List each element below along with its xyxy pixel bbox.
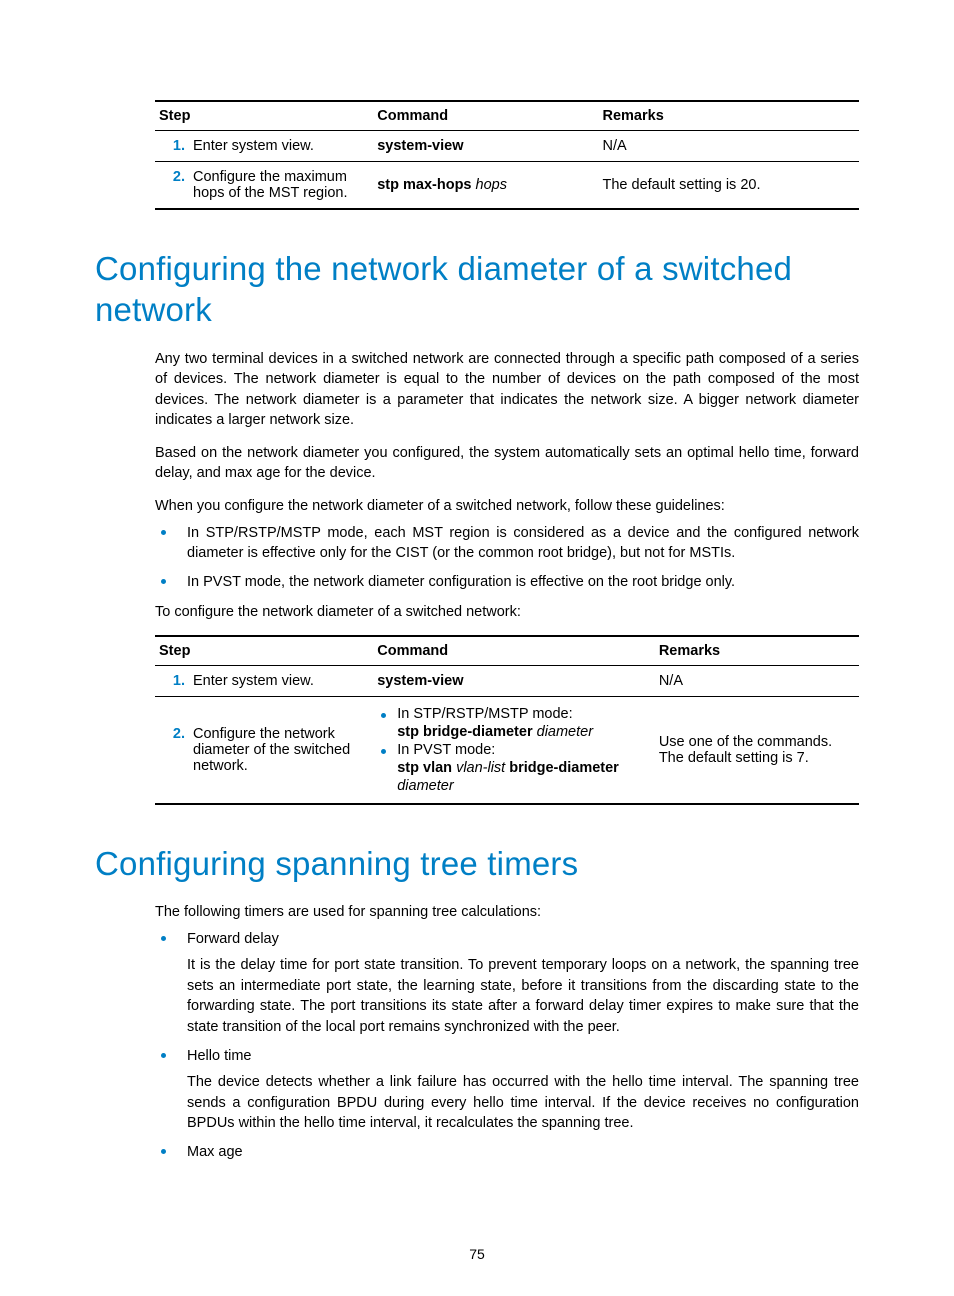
- th-remarks: Remarks: [655, 636, 859, 666]
- table-row: 1. Enter system view. system-view N/A: [155, 131, 859, 162]
- step-number: 2.: [159, 169, 193, 185]
- paragraph: To configure the network diameter of a s…: [155, 602, 859, 623]
- list-item: In STP/RSTP/MSTP mode, each MST region i…: [155, 523, 859, 564]
- paragraph: Based on the network diameter you config…: [155, 443, 859, 484]
- command-cell: In STP/RSTP/MSTP mode: stp bridge-diamet…: [373, 696, 655, 804]
- th-remarks: Remarks: [599, 101, 860, 131]
- list-item: In STP/RSTP/MSTP mode: stp bridge-diamet…: [377, 706, 651, 740]
- page-number: 75: [0, 1246, 954, 1262]
- list-item: Hello time The device detects whether a …: [155, 1046, 859, 1134]
- step-number: 2.: [159, 726, 193, 742]
- step-text: Configure the network diameter of the sw…: [193, 726, 369, 774]
- table-row: 2. Configure the network diameter of the…: [155, 696, 859, 804]
- list-item: In PVST mode, the network diameter confi…: [155, 572, 859, 593]
- th-command: Command: [373, 101, 598, 131]
- command-cell: stp max-hops hops: [373, 162, 598, 210]
- content: Step Command Remarks 1. Enter system vie…: [95, 100, 859, 1162]
- section1-body: Any two terminal devices in a switched n…: [155, 349, 859, 623]
- command-cell: system-view: [373, 665, 655, 696]
- table-row: 1. Enter system view. system-view N/A: [155, 665, 859, 696]
- timer-list: Forward delay It is the delay time for p…: [155, 929, 859, 1163]
- step-text: Configure the maximum hops of the MST re…: [193, 169, 369, 201]
- paragraph: Any two terminal devices in a switched n…: [155, 349, 859, 431]
- step-number: 1.: [159, 138, 193, 154]
- list-item: In PVST mode: stp vlan vlan-list bridge-…: [377, 742, 651, 794]
- remarks-cell: The default setting is 20.: [599, 162, 860, 210]
- guideline-list: In STP/RSTP/MSTP mode, each MST region i…: [155, 523, 859, 593]
- th-command: Command: [373, 636, 655, 666]
- th-step: Step: [155, 101, 373, 131]
- step-text: Enter system view.: [193, 138, 369, 154]
- table-network-diameter: Step Command Remarks 1. Enter system vie…: [155, 635, 859, 805]
- list-item: Forward delay It is the delay time for p…: [155, 929, 859, 1038]
- remarks-cell: Use one of the commands. The default set…: [655, 696, 859, 804]
- list-item: Max age: [155, 1142, 859, 1163]
- heading-spanning-tree-timers: Configuring spanning tree timers: [95, 843, 859, 884]
- remarks-cell: N/A: [655, 665, 859, 696]
- heading-network-diameter: Configuring the network diameter of a sw…: [95, 248, 859, 331]
- command-cell: system-view: [373, 131, 598, 162]
- paragraph: The following timers are used for spanni…: [155, 902, 859, 923]
- table-row: 2. Configure the maximum hops of the MST…: [155, 162, 859, 210]
- page: Step Command Remarks 1. Enter system vie…: [0, 0, 954, 1296]
- remarks-cell: N/A: [599, 131, 860, 162]
- step-text: Enter system view.: [193, 673, 369, 689]
- section2-body: The following timers are used for spanni…: [155, 902, 859, 1162]
- th-step: Step: [155, 636, 373, 666]
- paragraph: When you configure the network diameter …: [155, 496, 859, 517]
- table-max-hops: Step Command Remarks 1. Enter system vie…: [155, 100, 859, 210]
- step-number: 1.: [159, 673, 193, 689]
